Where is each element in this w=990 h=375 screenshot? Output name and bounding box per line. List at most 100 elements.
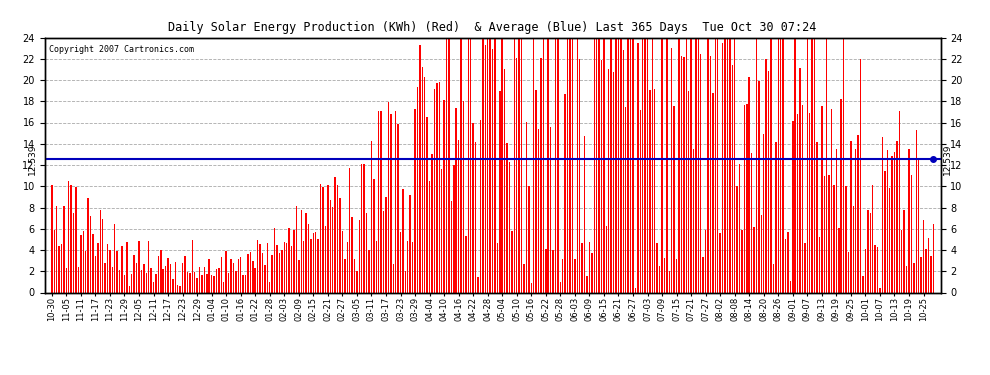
Bar (450, 201, 452, 292)
Bar (146, 273, 147, 292)
Bar (882, 136, 883, 292)
Bar (424, 77, 426, 292)
Bar (698, 32, 699, 292)
Bar (172, 279, 173, 292)
Bar (189, 273, 190, 292)
Bar (904, 210, 905, 292)
Bar (717, 32, 719, 292)
Bar (366, 213, 367, 292)
Bar (318, 238, 319, 292)
Bar (603, 32, 605, 292)
Bar (521, 32, 523, 292)
Bar (361, 164, 362, 292)
Bar (758, 81, 759, 292)
Bar (119, 270, 121, 292)
Bar (274, 228, 275, 292)
Bar (279, 254, 280, 292)
Bar (852, 206, 854, 292)
Bar (633, 32, 634, 292)
Bar (310, 238, 312, 292)
Bar (847, 252, 849, 292)
Bar (462, 102, 464, 292)
Bar (770, 32, 772, 292)
Bar (659, 267, 660, 292)
Bar (249, 252, 251, 292)
Bar (465, 237, 466, 292)
Bar (901, 230, 903, 292)
Bar (884, 171, 885, 292)
Bar (693, 149, 694, 292)
Bar (511, 231, 513, 292)
Bar (678, 32, 680, 292)
Bar (301, 210, 302, 292)
Bar (191, 240, 193, 292)
Bar (790, 281, 791, 292)
Bar (345, 259, 346, 292)
Bar (68, 181, 69, 292)
Bar (129, 286, 130, 292)
Bar (642, 32, 644, 292)
Bar (231, 258, 232, 292)
Bar (538, 129, 540, 292)
Bar (470, 32, 471, 292)
Bar (390, 114, 392, 292)
Bar (223, 282, 225, 292)
Bar (569, 32, 571, 292)
Bar (439, 82, 440, 292)
Bar (826, 32, 828, 292)
Bar (734, 32, 736, 292)
Bar (55, 206, 57, 292)
Bar (703, 257, 704, 292)
Bar (405, 271, 406, 292)
Bar (484, 45, 486, 292)
Bar (618, 32, 619, 292)
Bar (477, 277, 479, 292)
Bar (97, 243, 99, 292)
Bar (623, 50, 624, 292)
Bar (589, 242, 590, 292)
Bar (92, 234, 94, 292)
Bar (353, 259, 355, 292)
Bar (799, 68, 801, 292)
Bar (829, 175, 830, 292)
Bar (152, 282, 154, 292)
Bar (819, 237, 820, 292)
Bar (100, 210, 101, 292)
Bar (916, 130, 917, 292)
Bar (80, 235, 81, 292)
Bar (288, 228, 290, 292)
Bar (444, 100, 445, 292)
Bar (221, 258, 222, 292)
Bar (899, 111, 900, 292)
Bar (109, 250, 111, 292)
Bar (427, 117, 428, 292)
Bar (755, 32, 757, 292)
Bar (839, 228, 840, 292)
Bar (516, 58, 518, 292)
Bar (136, 263, 138, 292)
Bar (545, 249, 546, 292)
Bar (340, 198, 341, 292)
Bar (681, 56, 682, 292)
Bar (743, 105, 745, 292)
Bar (150, 267, 151, 292)
Bar (259, 244, 260, 292)
Bar (635, 288, 637, 292)
Bar (753, 227, 754, 292)
Bar (886, 150, 888, 292)
Bar (342, 231, 344, 292)
Bar (264, 265, 265, 292)
Bar (712, 93, 714, 292)
Bar (218, 268, 220, 292)
Bar (502, 32, 503, 292)
Bar (611, 32, 612, 292)
Bar (95, 256, 96, 292)
Bar (606, 226, 607, 292)
Bar (700, 54, 702, 292)
Bar (174, 262, 176, 292)
Bar (414, 109, 416, 292)
Bar (795, 32, 796, 292)
Bar (533, 39, 535, 292)
Bar (497, 243, 498, 292)
Bar (432, 154, 433, 292)
